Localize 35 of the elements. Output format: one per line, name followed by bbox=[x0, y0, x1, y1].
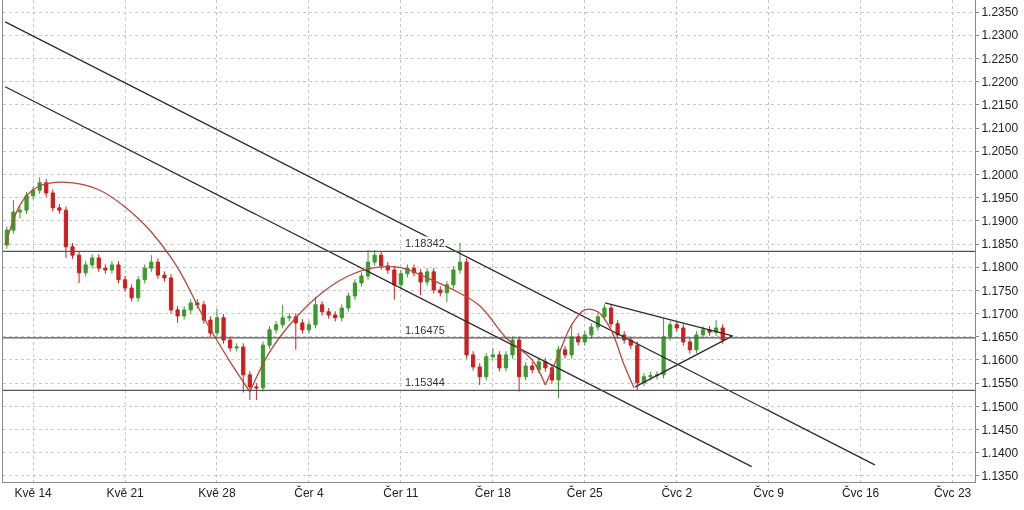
y-tick-label: 1.1400 bbox=[981, 445, 1019, 460]
y-tick-label: 1.1450 bbox=[981, 422, 1019, 437]
y-tick-label: 1.1350 bbox=[981, 469, 1019, 484]
y-tick-label: 1.1750 bbox=[981, 283, 1019, 298]
ref-line-label: 1.16475 bbox=[405, 324, 445, 336]
y-tick-label: 1.2100 bbox=[981, 121, 1019, 136]
y-tick-label: 1.1700 bbox=[981, 306, 1019, 321]
y-tick-label: 1.2300 bbox=[981, 28, 1019, 43]
y-tick-label: 1.2350 bbox=[981, 5, 1019, 20]
y-tick-label: 1.2000 bbox=[981, 167, 1019, 182]
y-tick-label: 1.2050 bbox=[981, 144, 1019, 159]
y-tick-label: 1.1850 bbox=[981, 237, 1019, 252]
x-tick-label: Čvc 23 bbox=[933, 485, 972, 501]
y-tick-label: 1.1650 bbox=[981, 330, 1019, 344]
x-tick-label: Čvc 2 bbox=[661, 485, 693, 501]
x-tick-label: Čer 4 bbox=[294, 485, 324, 501]
x-tick-label: Kvě 14 bbox=[14, 486, 53, 501]
x-tick-label: Čvc 16 bbox=[841, 485, 880, 501]
y-tick-label: 1.1950 bbox=[981, 190, 1019, 205]
y-tick-label: 1.1550 bbox=[981, 376, 1019, 391]
y-tick-label: 1.2200 bbox=[981, 74, 1019, 89]
x-tick-label: Kvě 28 bbox=[198, 486, 236, 501]
x-tick-label: Čer 25 bbox=[566, 485, 604, 501]
x-tick-label: Čer 18 bbox=[474, 485, 512, 501]
y-tick-label: 1.1500 bbox=[981, 399, 1019, 414]
ref-line-label: 1.18342 bbox=[405, 237, 445, 249]
y-tick-label: 1.2150 bbox=[981, 98, 1019, 113]
x-tick-label: Čer 11 bbox=[383, 485, 419, 501]
x-tick-label: Čvc 9 bbox=[753, 485, 785, 501]
ref-line-label: 1.15344 bbox=[405, 376, 445, 388]
y-tick-label: 1.1800 bbox=[981, 260, 1019, 275]
y-tick-label: 1.1900 bbox=[981, 214, 1019, 229]
y-tick-label: 1.1600 bbox=[981, 353, 1019, 368]
y-tick-label: 1.2250 bbox=[981, 51, 1019, 66]
x-tick-label: Kvě 21 bbox=[106, 486, 145, 501]
